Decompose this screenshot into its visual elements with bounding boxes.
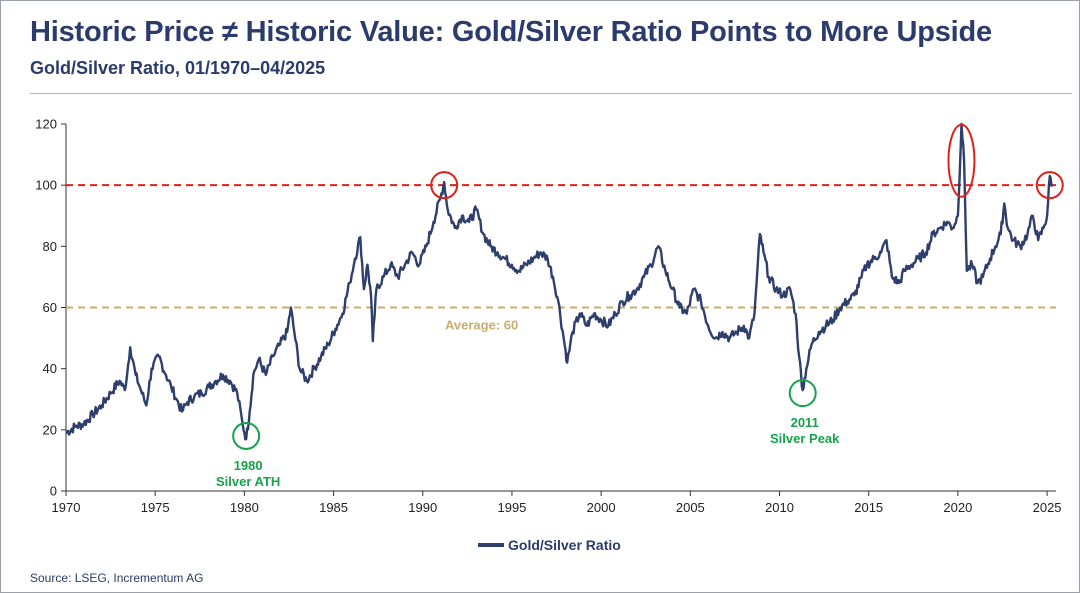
axes: 0 20 40 60 80 100 120 1970 1975 1980 1985 1990 1995 2…: [35, 117, 1061, 516]
average-label: Average: 60: [445, 318, 518, 333]
x-tick-label-2000: 2000: [587, 500, 616, 515]
source-note: Source: LSEG, Incrementum AG: [30, 571, 204, 585]
x-tick-label-2015: 2015: [854, 500, 883, 515]
annotation-label-1-1: Silver Peak: [770, 431, 840, 446]
annotation-label-1-0: 2011: [791, 415, 819, 430]
x-tick-label-2005: 2005: [676, 500, 705, 515]
y-tick-label-20: 20: [43, 422, 57, 437]
chart-subtitle: Gold/Silver Ratio, 01/1970–04/2025: [30, 58, 326, 78]
title-divider: [30, 93, 1072, 94]
annotation-circle-4: [1035, 171, 1064, 200]
annotation-circle-2: [430, 171, 459, 200]
x-tick-label-2020: 2020: [943, 500, 972, 515]
annotation-ellipse-3: [947, 123, 976, 198]
y-tick-label-0: 0: [50, 484, 57, 499]
y-tick-label-60: 60: [43, 300, 57, 315]
y-tick-label-40: 40: [43, 361, 57, 376]
reference-lines: Average: 60: [66, 184, 1056, 333]
annotation-circle-1: [788, 379, 817, 408]
y-tick-label-120: 120: [35, 117, 57, 132]
chart-title: Historic Price ≠ Historic Value: Gold/Si…: [30, 16, 992, 48]
annotation-label-0-1: Silver ATH: [216, 474, 280, 489]
y-tick-label-80: 80: [43, 239, 57, 254]
x-tick-label-1990: 1990: [408, 500, 437, 515]
annotation-circle-0: [232, 421, 261, 450]
gold-silver-ratio-chart: 0 20 40 60 80 100 120 1970 1975 1980 1985 1990 1995 2…: [35, 117, 1064, 553]
x-tick-label-1970: 1970: [52, 500, 81, 515]
series-line-0: [65, 122, 1053, 441]
legend: Gold/Silver Ratio: [478, 537, 621, 553]
y-tick-label-100: 100: [35, 178, 57, 193]
x-tick-label-2025: 2025: [1033, 500, 1062, 515]
x-tick-label-1975: 1975: [141, 500, 170, 515]
series-layer: [65, 122, 1053, 441]
x-tick-label-2010: 2010: [765, 500, 794, 515]
legend-label: Gold/Silver Ratio: [508, 537, 621, 553]
x-tick-label-1980: 1980: [230, 500, 259, 515]
x-tick-label-1985: 1985: [319, 500, 348, 515]
x-tick-label-1995: 1995: [497, 500, 526, 515]
annotation-label-0-0: 1980: [234, 458, 263, 473]
